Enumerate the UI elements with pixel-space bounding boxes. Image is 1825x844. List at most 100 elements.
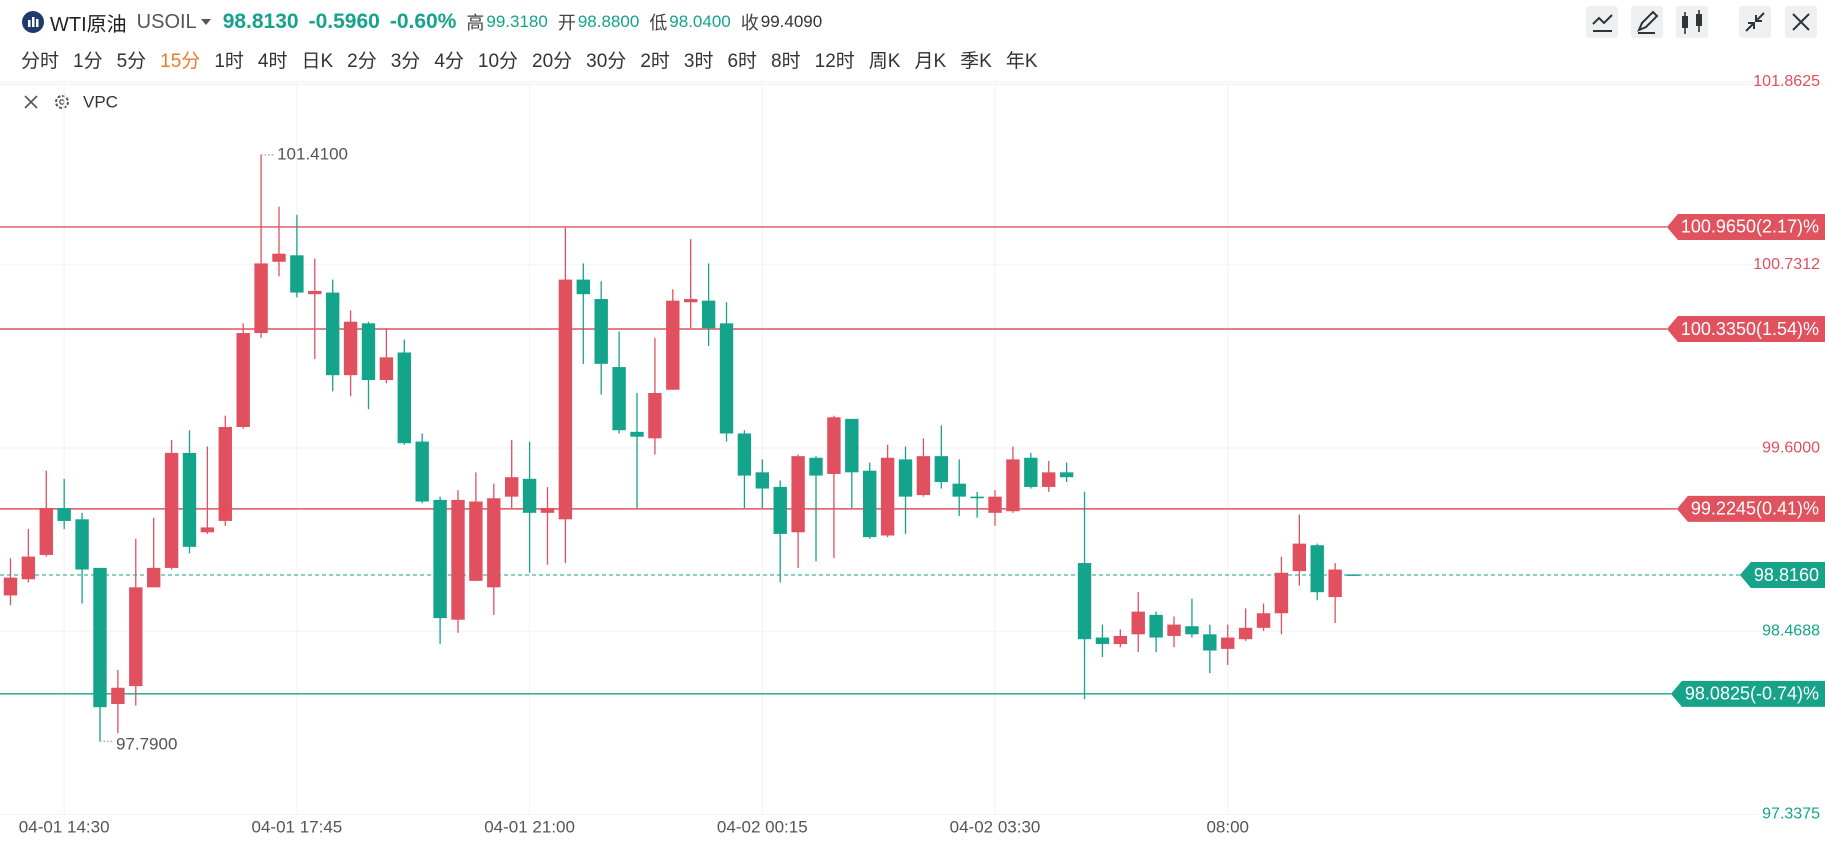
candle-body — [1131, 611, 1145, 635]
last-price-label: 98.8160 — [1754, 565, 1819, 585]
candle-body — [1006, 459, 1020, 512]
candle-body — [648, 392, 662, 439]
candle-body — [1203, 634, 1217, 651]
candle-body — [845, 418, 859, 473]
candle-body — [522, 478, 537, 513]
timeframe-tab[interactable]: 30分 — [586, 51, 627, 72]
candle-body — [755, 472, 770, 489]
candle-body — [1221, 637, 1235, 649]
high-label: 高 — [466, 13, 485, 33]
y-tick-label: 100.7312 — [1753, 256, 1820, 273]
candle-body — [684, 299, 698, 303]
close-indicator[interactable] — [24, 95, 38, 109]
timeframe-tab[interactable]: 3时 — [683, 51, 714, 72]
y-tick-label: 98.4688 — [1762, 622, 1820, 639]
candle-body — [809, 457, 823, 476]
candle-body — [1292, 543, 1307, 572]
candle-body — [934, 456, 949, 483]
settings-icon[interactable] — [55, 95, 69, 109]
candle-body — [1346, 574, 1360, 576]
timeframe-tabs: 分时 1分 5分 15分 1时 4时 日K 2分 3分 4分 10分 20分 30分 2时 3时 6时 8时 12… — [21, 46, 1038, 73]
candle-body — [737, 433, 752, 476]
candle-body — [970, 496, 984, 499]
candle-body — [988, 496, 1002, 513]
candle-body — [558, 279, 573, 520]
level-label: 99.2245(0.41)% — [1691, 499, 1819, 519]
candle-body — [1149, 614, 1163, 638]
candle-body — [791, 456, 805, 533]
candle-body — [1113, 635, 1128, 645]
candle-body — [630, 431, 644, 437]
level-badge — [1676, 495, 1825, 522]
x-tick-label: 04-01 21:00 — [484, 817, 575, 836]
timeframe-tab[interactable]: 年K — [1005, 51, 1038, 72]
timeframe-tab[interactable]: 8时 — [771, 51, 801, 72]
candle-body — [505, 477, 519, 497]
timeframe-tab[interactable]: 4分 — [434, 51, 464, 72]
close: 99.4090 — [760, 12, 823, 31]
open-label: 开 — [557, 13, 576, 33]
timeframe-tab[interactable]: 5分 — [116, 51, 147, 72]
candle-body — [898, 459, 913, 497]
level-badge — [1670, 680, 1825, 707]
candle-body — [111, 687, 125, 704]
x-tick-label: 04-01 17:45 — [252, 817, 343, 836]
low-label: 低 — [649, 13, 668, 33]
timeframe-tab[interactable]: 6时 — [727, 51, 758, 72]
x-tick-label: 04-02 03:30 — [950, 817, 1041, 836]
candle-body — [397, 352, 411, 444]
annotation-label: 101.4100 — [277, 144, 348, 163]
timeframe-tab[interactable]: 季K — [960, 51, 992, 72]
y-tick-label: 97.3375 — [1762, 806, 1820, 823]
header: WTI原油 USOIL 98.8130 -0.5960 -0.60% 高 99.… — [22, 8, 832, 36]
timeframe-tab[interactable]: 3分 — [390, 51, 421, 72]
indicator-label: VPC — [83, 92, 118, 111]
high: 99.3180 — [486, 12, 548, 31]
candle-body — [325, 292, 340, 376]
timeframe-tab[interactable]: 分时 — [21, 51, 60, 72]
candle-body — [1042, 472, 1056, 487]
chart-type-button[interactable] — [1676, 6, 1708, 38]
open: 98.8800 — [577, 12, 640, 31]
timeframe-tab[interactable]: 月K — [914, 51, 947, 72]
dropdown[interactable] — [200, 18, 211, 26]
candle-body — [1024, 457, 1038, 487]
candle-body — [146, 567, 161, 588]
candle-body — [182, 452, 197, 547]
candle-body — [415, 441, 429, 502]
candle-body — [39, 507, 53, 555]
candle-body — [290, 255, 304, 293]
timeframe-tab[interactable]: 1分 — [73, 51, 103, 72]
candle-body — [1256, 613, 1271, 628]
change-pct: -0.60% — [389, 10, 457, 33]
y-tick-label: 101.8625 — [1753, 73, 1820, 90]
candle-body — [1095, 637, 1110, 645]
candle-body — [3, 577, 18, 596]
timeframe-tab[interactable]: 20分 — [532, 51, 573, 72]
candle-body — [57, 507, 71, 521]
candle-body — [612, 367, 626, 431]
last-price-badge — [1739, 562, 1825, 589]
timeframe-tab[interactable]: 2分 — [347, 51, 377, 72]
timeframe-tab[interactable]: 2时 — [640, 51, 670, 72]
candle-body — [1310, 545, 1324, 593]
low: 98.0400 — [669, 12, 731, 31]
candle-body — [1059, 472, 1074, 478]
level-badge — [1666, 213, 1825, 240]
timeframe-tab[interactable]: 周K — [868, 51, 901, 72]
timeframe-tab[interactable]: 12时 — [814, 51, 855, 72]
timeframe-tab[interactable]: 4时 — [257, 51, 288, 72]
x-tick-label: 04-01 14:30 — [19, 817, 110, 836]
timeframe-tab[interactable]: 日K — [301, 51, 334, 72]
candle-body — [254, 263, 268, 334]
candle-body — [827, 417, 841, 474]
timeframe-tab[interactable]: 1时 — [214, 51, 244, 72]
timeframe-tab[interactable]: 15分 — [160, 51, 201, 72]
candle-body — [469, 501, 483, 581]
level-label: 98.0825(-0.74)% — [1685, 684, 1819, 704]
candle-body — [666, 300, 680, 390]
timeframe-tab[interactable]: 10分 — [477, 51, 519, 72]
close-label: 收 — [740, 13, 759, 33]
